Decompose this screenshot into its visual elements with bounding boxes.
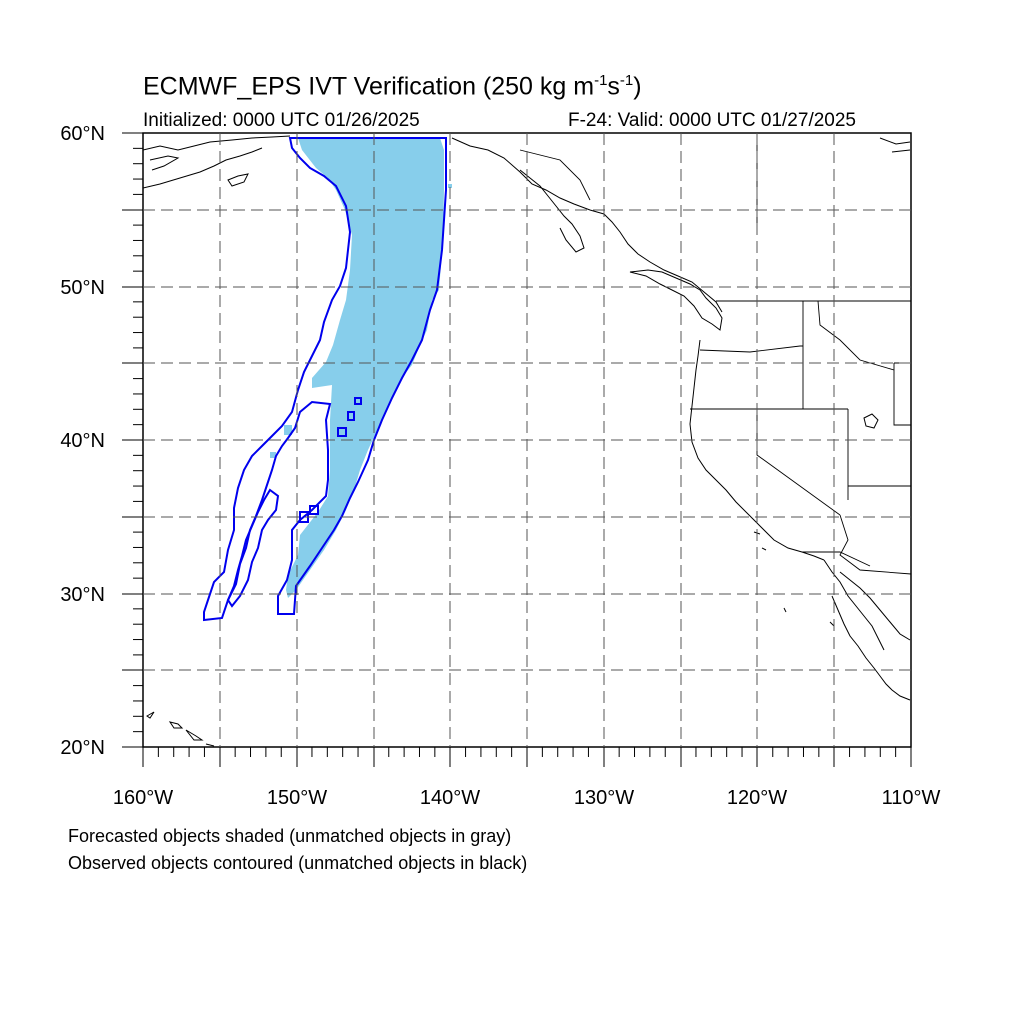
observed-ivt-inner-contour [226, 488, 280, 608]
lon-label-130w: 130°W [574, 787, 634, 809]
lon-label-160w: 160°W [113, 787, 173, 809]
observed-ivt-fragment [337, 427, 347, 437]
minor-ticks [133, 147, 897, 757]
initialized-time: Initialized: 0000 UTC 01/26/2025 [143, 110, 420, 131]
lon-label-110w: 110°W [882, 787, 941, 809]
axis-ticks [122, 132, 912, 767]
lon-label-140w: 140°W [420, 787, 480, 809]
valid-time: F-24: Valid: 0000 UTC 01/27/2025 [568, 110, 856, 131]
forecast-ivt-fragment [270, 452, 276, 458]
lat-label-40n: 40°N [60, 430, 105, 452]
forecast-ivt-fragment [448, 184, 452, 188]
observed-ivt-fragment [309, 505, 319, 515]
caption-observed: Observed objects contoured (unmatched ob… [68, 853, 528, 873]
observed-ivt-contour [203, 137, 447, 622]
plot-title: ECMWF_EPS IVT Verification (250 kg m-1s-… [143, 72, 642, 101]
coastlines [143, 135, 911, 747]
forecast-ivt-object [286, 138, 444, 598]
observed-ivt-fragment [347, 411, 355, 421]
latitude-labels: 60°N 50°N 40°N 30°N 20°N [60, 123, 105, 759]
forecast-ivt-fragment [284, 425, 292, 435]
lat-label-60n: 60°N [60, 123, 105, 145]
longitude-labels: 160°W 150°W 140°W 130°W 120°W 110°W [113, 787, 941, 809]
lat-label-20n: 20°N [60, 737, 105, 759]
caption-forecast: Forecasted objects shaded (unmatched obj… [68, 826, 512, 846]
observed-ivt-fragment [354, 397, 362, 405]
lat-label-50n: 50°N [60, 277, 105, 299]
lat-label-30n: 30°N [60, 584, 105, 606]
lon-label-150w: 150°W [267, 787, 327, 809]
graticule [143, 133, 911, 747]
lon-label-120w: 120°W [727, 787, 787, 809]
